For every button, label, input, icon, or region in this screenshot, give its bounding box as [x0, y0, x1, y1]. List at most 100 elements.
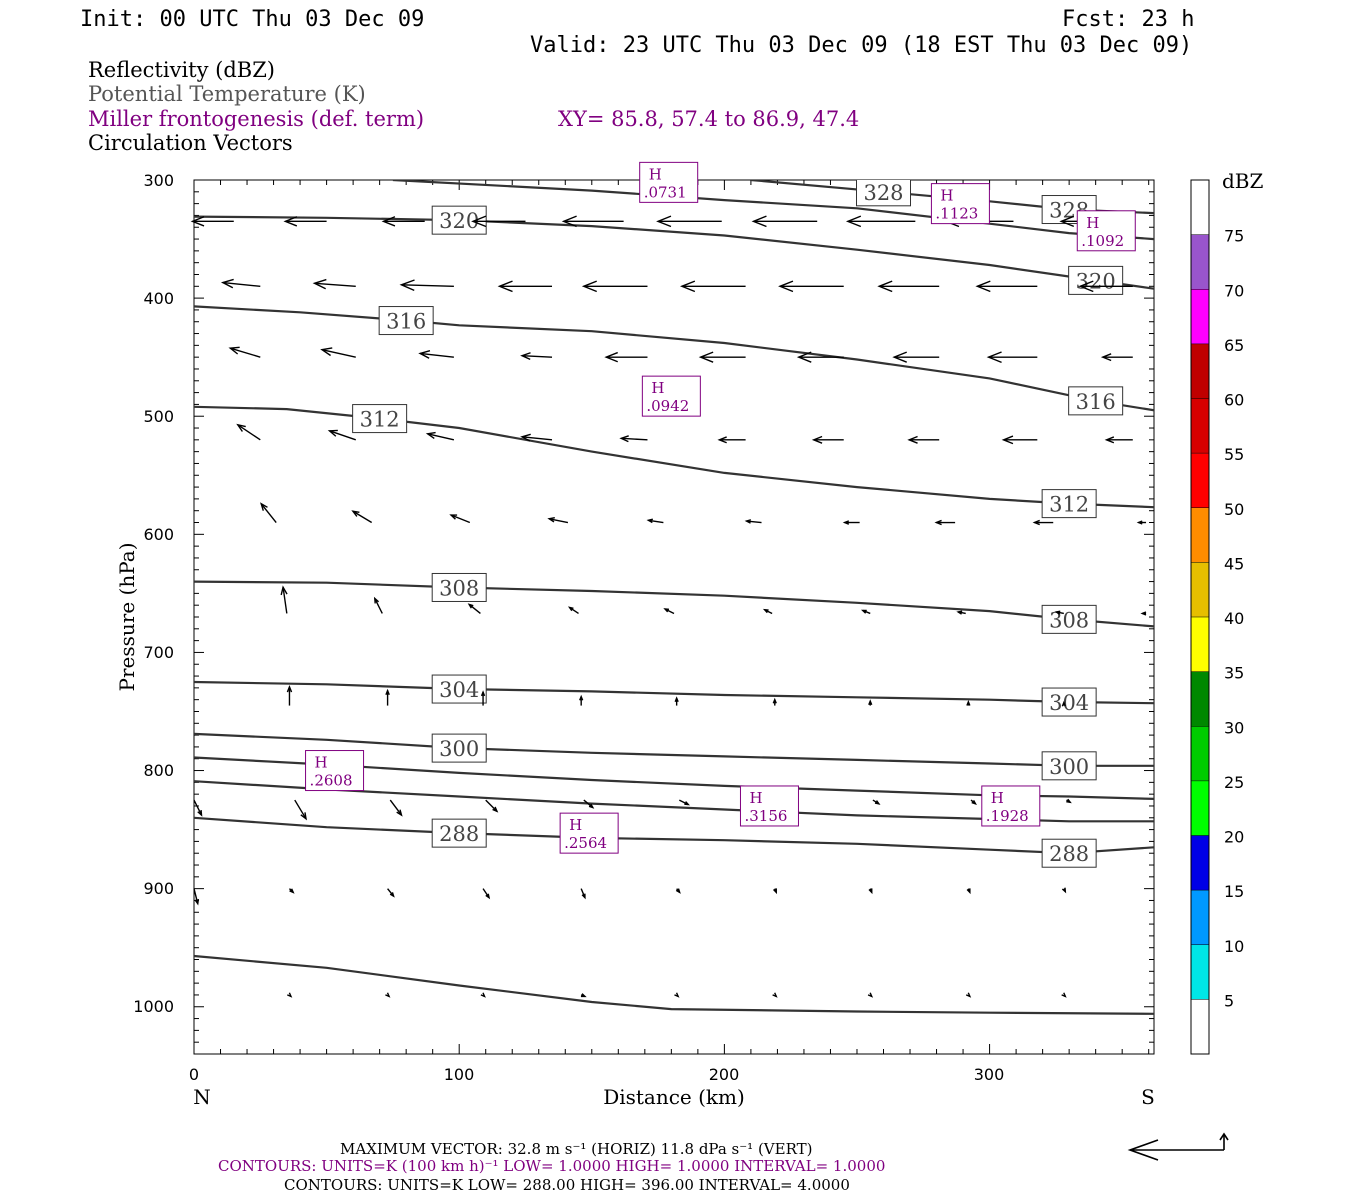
- frontogenesis-maxima: H.0731 H.1123H.1092H.0942H.2608H.3156H.19…: [305, 161, 1136, 854]
- svg-text:300: 300: [1049, 755, 1089, 779]
- circulation-vector: [385, 992, 391, 998]
- circulation-vector: [867, 992, 874, 998]
- svg-text:H: H: [749, 789, 762, 807]
- circulation-vector: [320, 347, 356, 358]
- circulation-vector: [678, 799, 690, 806]
- circulation-vector: [772, 697, 777, 706]
- circulation-vector: [283, 216, 327, 227]
- circulation-vector: [892, 351, 940, 363]
- svg-text:320: 320: [1076, 269, 1116, 293]
- colorbar-segment: [1191, 398, 1209, 454]
- colorbar-segment: [1191, 289, 1209, 344]
- theta-contour-label: 308: [1041, 604, 1097, 634]
- svg-text:H: H: [991, 789, 1004, 807]
- y-tick-label: 700: [143, 643, 174, 662]
- circulation-vector: [966, 699, 971, 706]
- circulation-vector: [425, 431, 455, 441]
- svg-text:.0731: .0731: [644, 183, 687, 201]
- circulation-vector: [385, 688, 390, 706]
- theta-contour-line: [194, 756, 1154, 800]
- circulation-vector: [811, 435, 844, 444]
- circulation-vector: [744, 519, 762, 524]
- circulation-vector: [193, 799, 203, 817]
- dbz-colorbar: dBZ 5 10 15 20 25 30 35 40 45 50 55 60 65 70 75: [1190, 169, 1264, 1055]
- colorbar-segment: [1191, 180, 1209, 235]
- reference-vector: [1127, 1132, 1229, 1161]
- circulation-vector: [449, 514, 471, 524]
- circulation-vector: [842, 520, 860, 525]
- theta-contour-label: 304: [431, 674, 487, 704]
- circulation-vector: [1001, 435, 1038, 445]
- circulation-vector: [288, 888, 295, 894]
- svg-text:.1092: .1092: [1081, 232, 1124, 250]
- circulation-vector: [934, 519, 956, 526]
- circulation-vector: [1061, 887, 1067, 894]
- svg-text:312: 312: [360, 408, 400, 432]
- theta-contour-label: 316: [378, 306, 434, 336]
- frontogenesis-high-label: H.0942: [641, 375, 701, 417]
- valid-time: Valid: 23 UTC Thu 03 Dec 09 (18 EST Thu …: [530, 33, 1192, 58]
- circulation-vector: [280, 585, 288, 614]
- circulation-vector: [698, 351, 746, 363]
- svg-text:316: 316: [386, 310, 426, 334]
- colorbar-label: 70: [1224, 281, 1244, 300]
- circulation-vector: [674, 696, 679, 706]
- circulation-vector: [1140, 611, 1147, 616]
- circulation-vector: [674, 992, 680, 998]
- circulation-vector: [520, 433, 553, 442]
- circulation-vector: [580, 888, 586, 900]
- svg-text:H: H: [649, 165, 662, 183]
- circulation-vector: [868, 699, 873, 706]
- colorbar-label: 5: [1224, 991, 1234, 1010]
- circulation-vector: [520, 352, 553, 361]
- init-time: Init: 00 UTC Thu 03 Dec 09: [80, 7, 424, 32]
- circulation-vector: [877, 280, 940, 293]
- frontogenesis-high-label: H.2608: [305, 750, 365, 792]
- circulation-vector: [975, 280, 1038, 293]
- circulation-vector: [480, 690, 486, 706]
- circulation-vector: [762, 608, 773, 615]
- circulation-vector: [970, 799, 977, 806]
- circulation-vector: [399, 279, 454, 292]
- circulation-vector: [389, 799, 403, 817]
- colorbar-label: 40: [1224, 609, 1244, 628]
- colorbar-label: 75: [1224, 227, 1244, 246]
- circulation-vector: [236, 423, 261, 441]
- circulation-vector: [845, 215, 916, 228]
- colorbar-segment: [1191, 890, 1209, 945]
- theta-contour-label: 328: [856, 180, 912, 207]
- circulation-vector: [579, 694, 584, 706]
- circulation-vector: [1061, 992, 1067, 998]
- forecast-hour: Fcst: 23 h: [1062, 7, 1194, 32]
- y-tick-label: 500: [143, 407, 174, 426]
- y-tick-label: 400: [143, 289, 174, 308]
- legend-xy-endpoints: XY= 85.8, 57.4 to 86.9, 47.4: [558, 107, 859, 131]
- minor-ticks: [193, 179, 1154, 1055]
- circulation-vectors: [190, 215, 1147, 998]
- theta-contour-line: [194, 780, 1154, 823]
- circulation-vector: [482, 888, 491, 900]
- svg-text:304: 304: [1049, 691, 1089, 715]
- circulation-vector: [1054, 610, 1064, 615]
- circulation-vector: [480, 992, 486, 998]
- circulation-vector: [294, 799, 307, 821]
- svg-text:H: H: [315, 754, 328, 772]
- svg-text:.1928: .1928: [986, 807, 1029, 825]
- circulation-vector: [907, 435, 940, 444]
- y-axis: 300 400 500 600 700 800 900 1000 Pressur…: [115, 171, 174, 1016]
- circulation-vector: [1136, 520, 1147, 525]
- circulation-vector: [872, 799, 881, 805]
- svg-text:308: 308: [439, 576, 479, 600]
- circulation-vector: [485, 799, 499, 813]
- circulation-vector: [583, 799, 595, 809]
- theta-contour-line: [392, 180, 1154, 241]
- colorbar-label: 25: [1224, 773, 1244, 792]
- svg-text:288: 288: [439, 822, 479, 846]
- circulation-vector: [547, 517, 569, 524]
- x-axis: 0 100 200 300 N S Distance (km): [189, 1065, 1155, 1109]
- circulation-vector: [772, 992, 778, 998]
- theta-contour-line: [194, 215, 1154, 290]
- circulation-vector: [351, 510, 373, 524]
- circulation-vector: [387, 888, 395, 898]
